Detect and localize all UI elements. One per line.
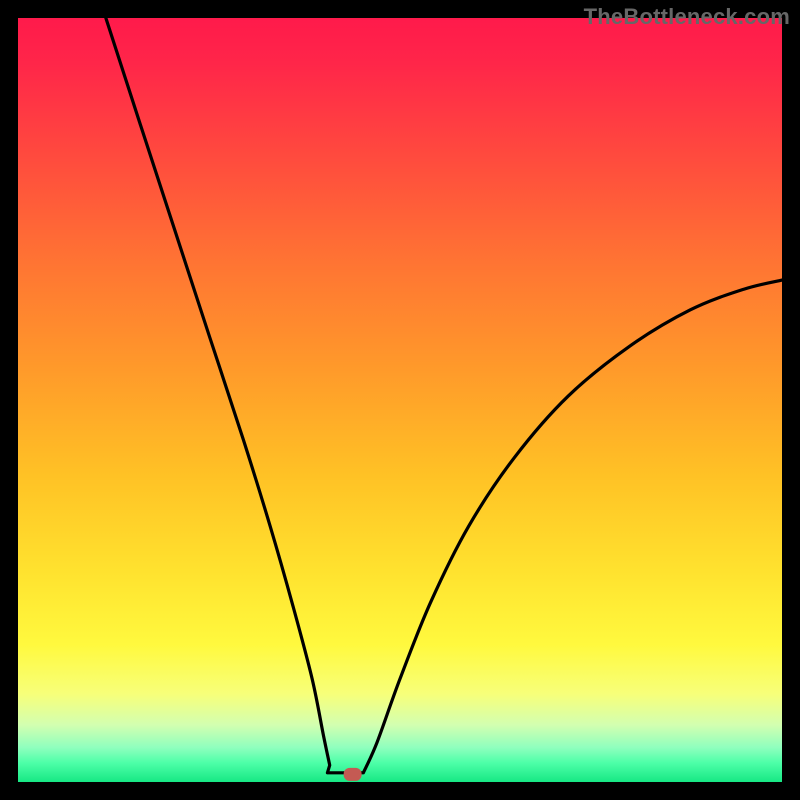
chart-container: TheBottleneck.com [0, 0, 800, 800]
bottleneck-chart-svg [0, 0, 800, 800]
watermark-text: TheBottleneck.com [584, 4, 790, 30]
optimal-point-marker [344, 768, 362, 781]
chart-gradient-background [18, 18, 782, 782]
